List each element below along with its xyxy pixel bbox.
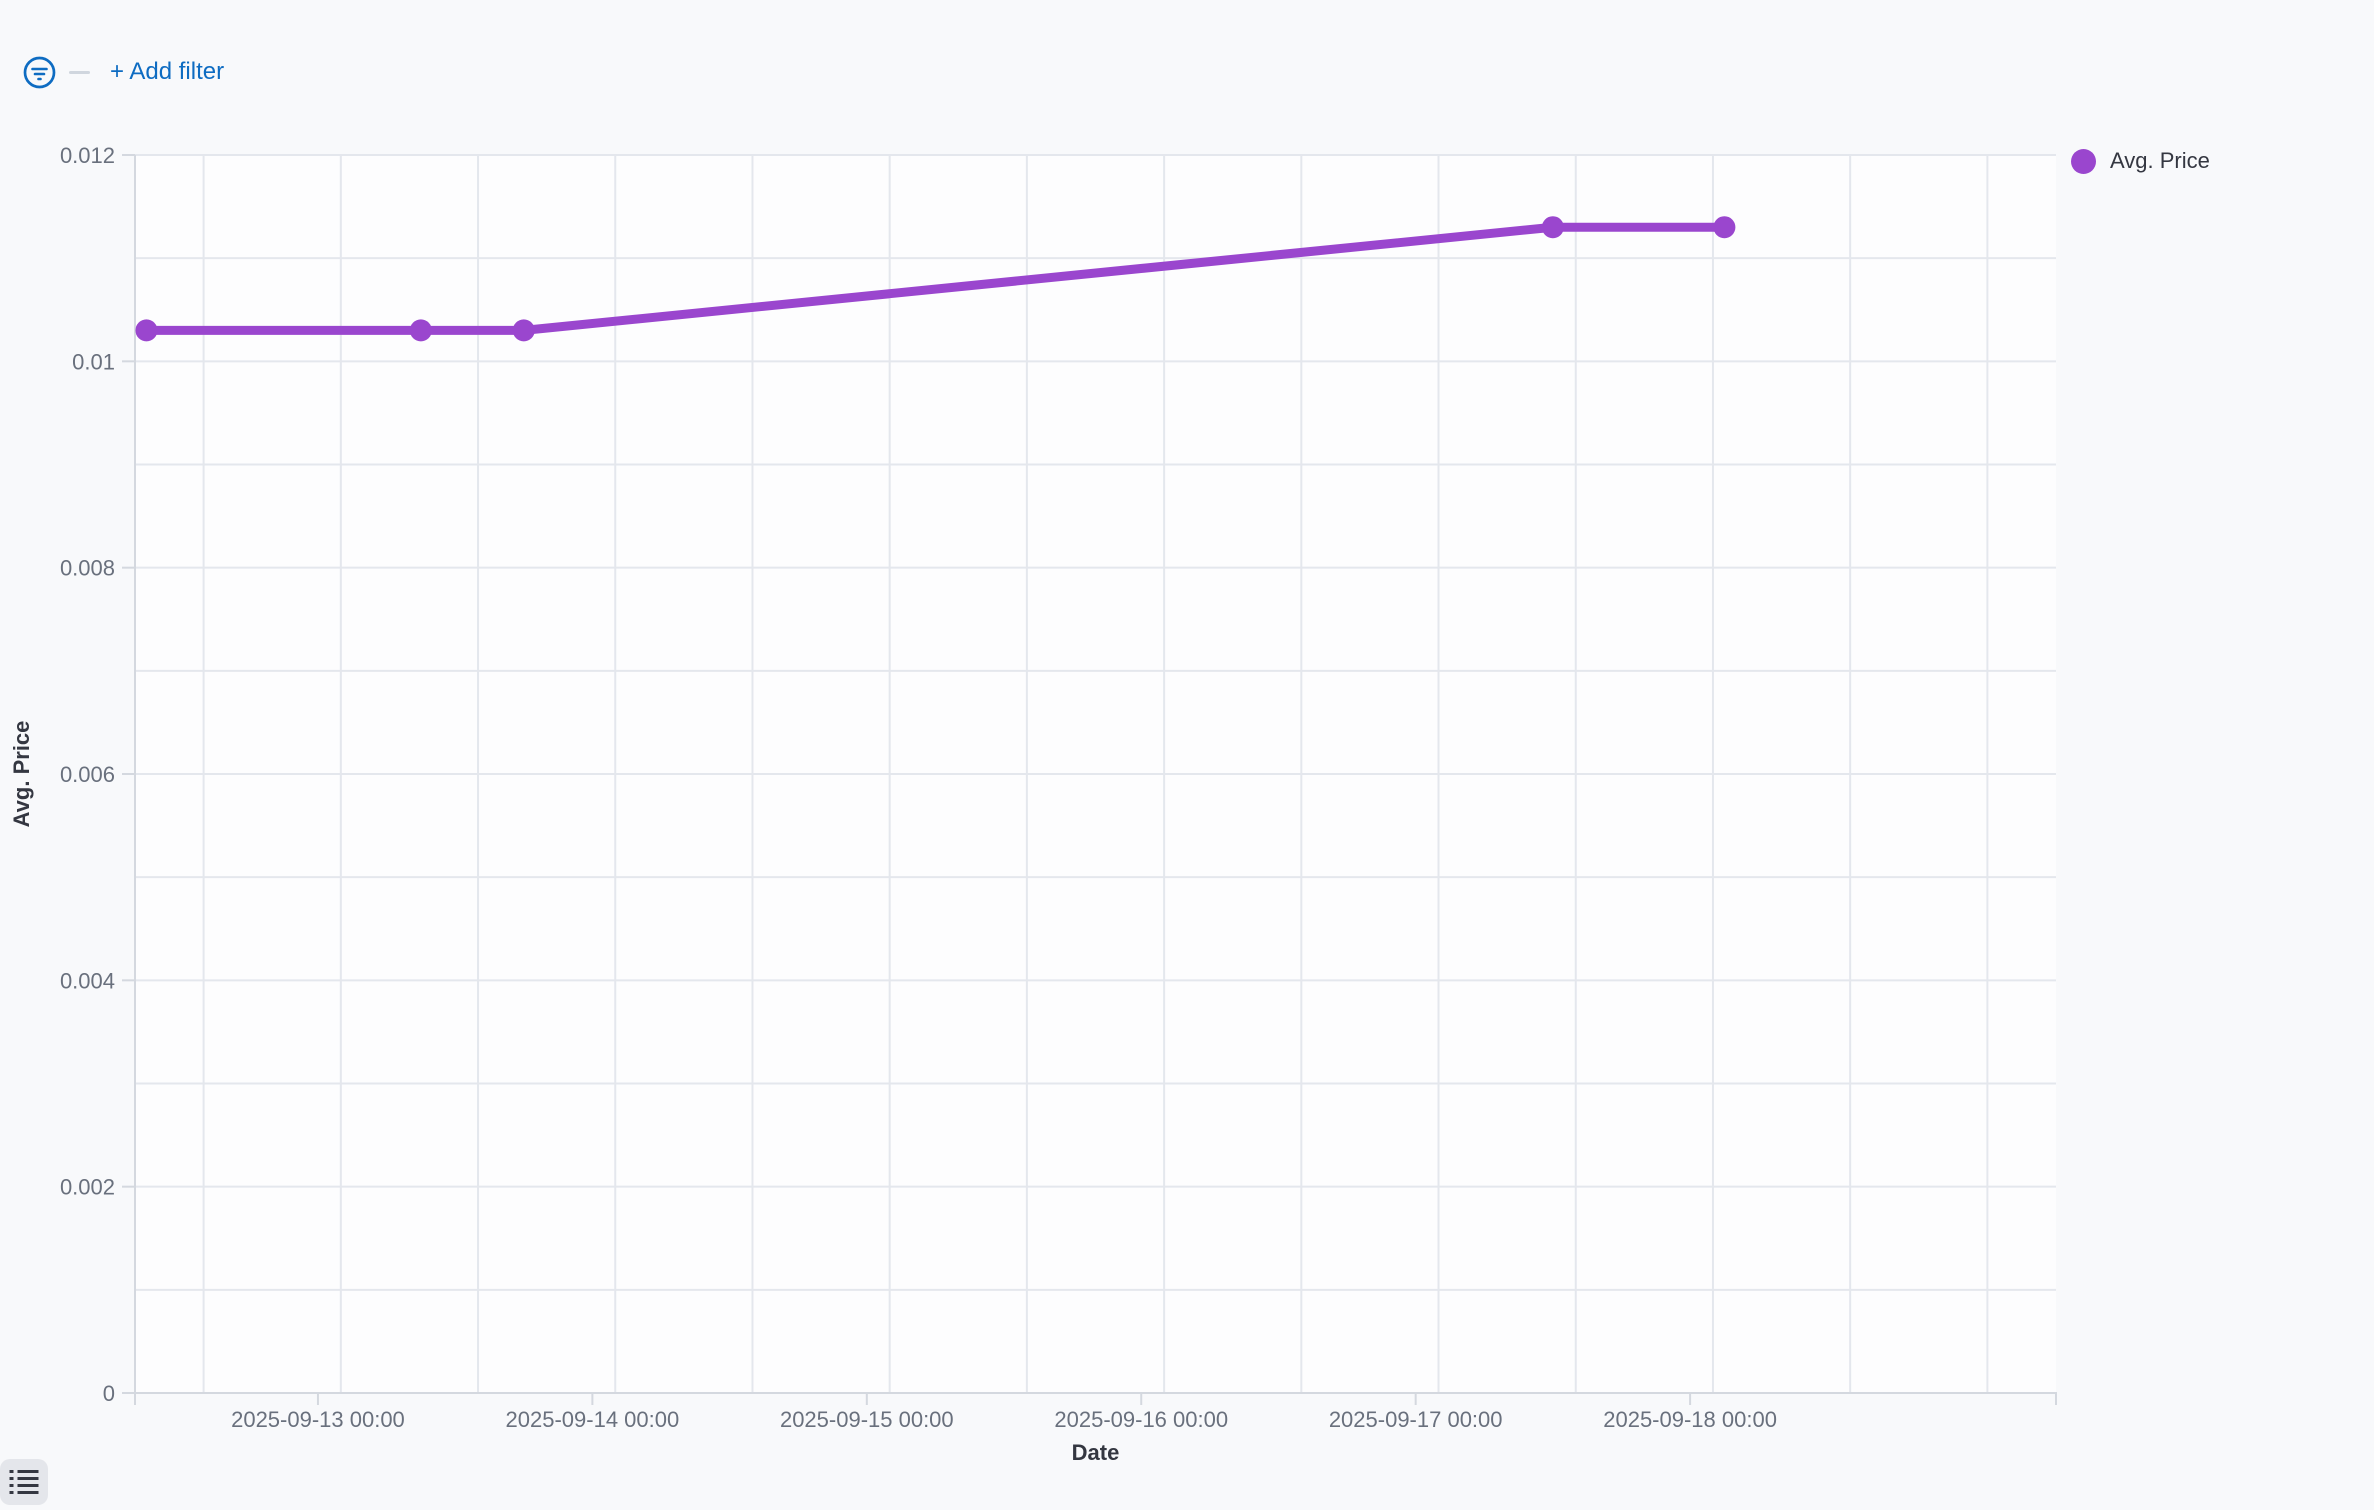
svg-text:0.01: 0.01	[72, 349, 115, 374]
filter-in-circle-icon[interactable]	[23, 56, 56, 89]
data-point[interactable]	[409, 319, 432, 342]
unordered-list-button[interactable]	[0, 1459, 48, 1505]
data-point[interactable]	[1541, 216, 1564, 239]
data-point[interactable]	[512, 319, 535, 342]
legend[interactable]: Avg. Price	[2071, 148, 2210, 174]
x-tick-labels: 2025-09-13 00:00 2025-09-14 00:00 2025-09-…	[231, 1407, 1777, 1432]
series-line-avg-price[interactable]	[135, 216, 1736, 342]
svg-text:2025-09-18 00:00: 2025-09-18 00:00	[1603, 1407, 1777, 1432]
svg-text:2025-09-15 00:00: 2025-09-15 00:00	[780, 1407, 954, 1432]
y-tick-labels: 0 0.002 0.004 0.006 0.008 0.01 0.012	[60, 143, 115, 1406]
svg-text:0.006: 0.006	[60, 762, 115, 787]
svg-text:0.004: 0.004	[60, 968, 115, 993]
gridlines	[135, 154, 2056, 1393]
filter-separator	[69, 70, 90, 74]
svg-text:0: 0	[103, 1381, 115, 1406]
svg-text:2025-09-14 00:00: 2025-09-14 00:00	[506, 1407, 680, 1432]
y-axis-title: Avg. Price	[9, 721, 34, 828]
svg-text:0.012: 0.012	[60, 143, 115, 168]
filter-bar: + Add filter	[23, 54, 224, 90]
add-filter-link[interactable]: + Add filter	[110, 58, 225, 85]
axes	[122, 154, 2057, 1405]
svg-text:2025-09-17 00:00: 2025-09-17 00:00	[1329, 1407, 1503, 1432]
svg-text:0.008: 0.008	[60, 556, 115, 581]
data-point[interactable]	[135, 319, 158, 342]
svg-text:2025-09-13 00:00: 2025-09-13 00:00	[231, 1407, 405, 1432]
data-point[interactable]	[1713, 216, 1736, 239]
legend-item-label: Avg. Price	[2110, 148, 2210, 173]
unordered-list-icon	[9, 1470, 39, 1494]
svg-text:0.002: 0.002	[60, 1175, 115, 1200]
x-axis-title: Date	[1072, 1440, 1120, 1465]
legend-swatch-avg-price[interactable]	[2071, 148, 2096, 174]
svg-text:2025-09-16 00:00: 2025-09-16 00:00	[1054, 1407, 1228, 1432]
